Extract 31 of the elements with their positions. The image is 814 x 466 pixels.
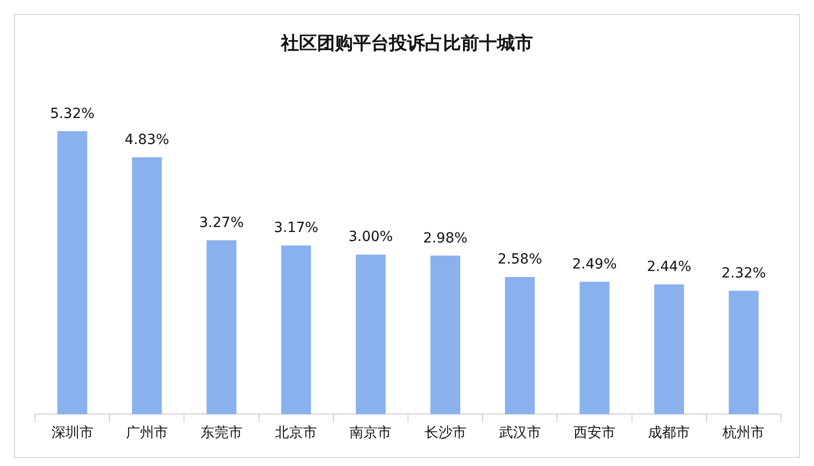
bar (430, 256, 460, 414)
bar (728, 290, 759, 414)
x-tick-label: 深圳市 (51, 425, 94, 442)
data-label: 5.32% (50, 106, 95, 122)
data-label: 2.49% (572, 256, 617, 272)
x-tick-label: 杭州市 (722, 425, 765, 442)
bar (132, 157, 162, 414)
data-label: 2.44% (646, 259, 692, 276)
bar (504, 276, 535, 414)
bar (281, 246, 312, 414)
data-label: 4.83% (124, 132, 170, 148)
data-label: 2.98% (423, 230, 468, 246)
bar (580, 282, 610, 414)
x-tick-label: 东莞市 (200, 425, 242, 442)
x-tick-label: 长沙市 (424, 425, 466, 442)
data-label: 3.27% (199, 214, 244, 231)
chart-title: 社区团购平台投诉占比前十城市 (280, 32, 534, 55)
data-label: 2.58% (498, 252, 542, 268)
bar (206, 240, 236, 414)
data-label: 2.32% (721, 265, 766, 282)
x-tick-label: 西安市 (574, 425, 616, 442)
x-tick-label: 北京市 (275, 425, 318, 442)
x-tick-label: 广州市 (126, 425, 168, 442)
x-tick-label: 成都市 (648, 425, 690, 442)
data-label: 3.00% (348, 229, 393, 246)
x-tick-label: 武汉市 (498, 425, 541, 442)
x-tick-label: 南京市 (350, 425, 392, 442)
bar (57, 131, 88, 414)
bar (356, 254, 386, 414)
bar (654, 284, 684, 414)
data-label: 3.17% (274, 220, 318, 236)
